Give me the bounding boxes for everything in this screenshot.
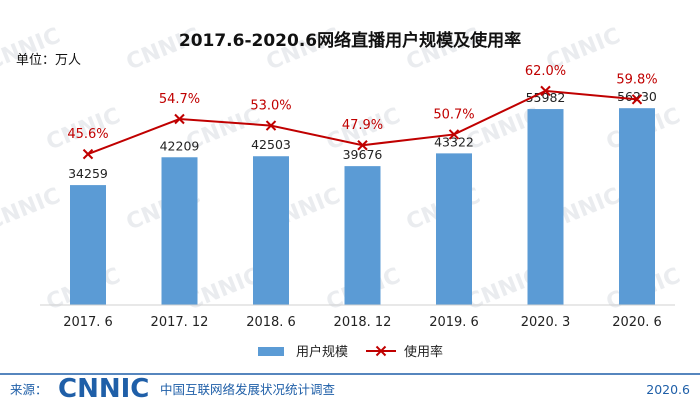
rate-marker-stroke <box>82 148 94 160</box>
rate-value-label: 47.9% <box>342 118 383 133</box>
watermark-text: CNNIC <box>0 183 64 235</box>
x-tick-label: 2020. 3 <box>521 315 571 330</box>
bar-value-label: 42209 <box>160 138 200 153</box>
legend-bar-swatch <box>258 347 284 356</box>
rate-marker <box>631 94 643 105</box>
rate-marker <box>375 345 387 357</box>
x-tick-label: 2017. 6 <box>63 315 113 330</box>
rate-marker-stroke <box>375 345 387 357</box>
bar <box>527 109 564 305</box>
rate-marker-stroke <box>265 120 277 131</box>
legend: 用户规模 使用率 <box>258 344 443 360</box>
bar-value-label: 56230 <box>617 89 657 104</box>
cnnic-logo: CNNIC <box>58 374 149 404</box>
rate-value-label: 59.8% <box>616 72 657 87</box>
rate-markers <box>82 85 643 160</box>
x-tick-label: 2018. 12 <box>334 315 392 330</box>
unit-label: 单位：万人 <box>16 53 81 68</box>
rate-marker <box>357 140 368 151</box>
footer-date: 2020.6 <box>646 382 690 397</box>
rate-value-label: 62.0% <box>525 64 566 79</box>
bar-value-label: 34259 <box>68 166 108 181</box>
bar <box>253 156 289 305</box>
bar-value-label: 39676 <box>343 147 383 162</box>
bar-value-labels: 34259 42209 42503 39676 43322 55982 56230 <box>68 89 657 181</box>
bar <box>70 185 106 305</box>
bar-value-label: 55982 <box>526 90 566 105</box>
rate-marker-stroke <box>357 140 368 151</box>
rate-value-label: 53.0% <box>250 99 291 114</box>
legend-line-label: 使用率 <box>404 344 443 360</box>
rate-marker <box>82 148 94 160</box>
rate-marker <box>265 120 277 131</box>
x-axis-ticks: 2017. 6 2017. 12 2018. 6 2018. 12 2019. 6 202… <box>63 315 662 330</box>
bar-value-label: 43322 <box>434 134 474 149</box>
rate-marker <box>448 129 460 140</box>
rate-marker-stroke <box>540 85 551 97</box>
x-tick-label: 2017. 12 <box>151 315 209 330</box>
chart-title: 2017.6-2020.6网络直播用户规模及使用率 <box>179 30 521 51</box>
bar <box>436 153 472 305</box>
bar-series <box>70 108 655 305</box>
rate-value-label: 50.7% <box>433 107 474 122</box>
legend-line-marker <box>375 345 387 357</box>
rate-marker-stroke <box>631 94 643 105</box>
rate-marker-stroke <box>448 129 460 140</box>
x-tick-label: 2018. 6 <box>246 315 296 330</box>
footer-org-name: 中国互联网络发展状况统计调查 <box>160 382 336 397</box>
x-tick-label: 2020. 6 <box>612 315 662 330</box>
x-tick-label: 2019. 6 <box>429 315 479 330</box>
rate-value-label: 54.7% <box>159 92 200 107</box>
bar <box>619 108 655 305</box>
rate-marker <box>540 85 551 97</box>
footer-source-label: 来源： <box>10 382 48 397</box>
rate-value-labels: 45.6% 54.7% 53.0% 47.9% 50.7% 62.0% 59.8% <box>67 64 657 142</box>
bar <box>344 166 381 305</box>
rate-marker-stroke <box>174 113 185 125</box>
bar <box>161 157 198 305</box>
rate-value-label: 45.6% <box>67 127 108 142</box>
rate-marker <box>174 113 185 125</box>
bar-value-label: 42503 <box>251 137 291 152</box>
legend-bar-label: 用户规模 <box>296 344 348 360</box>
